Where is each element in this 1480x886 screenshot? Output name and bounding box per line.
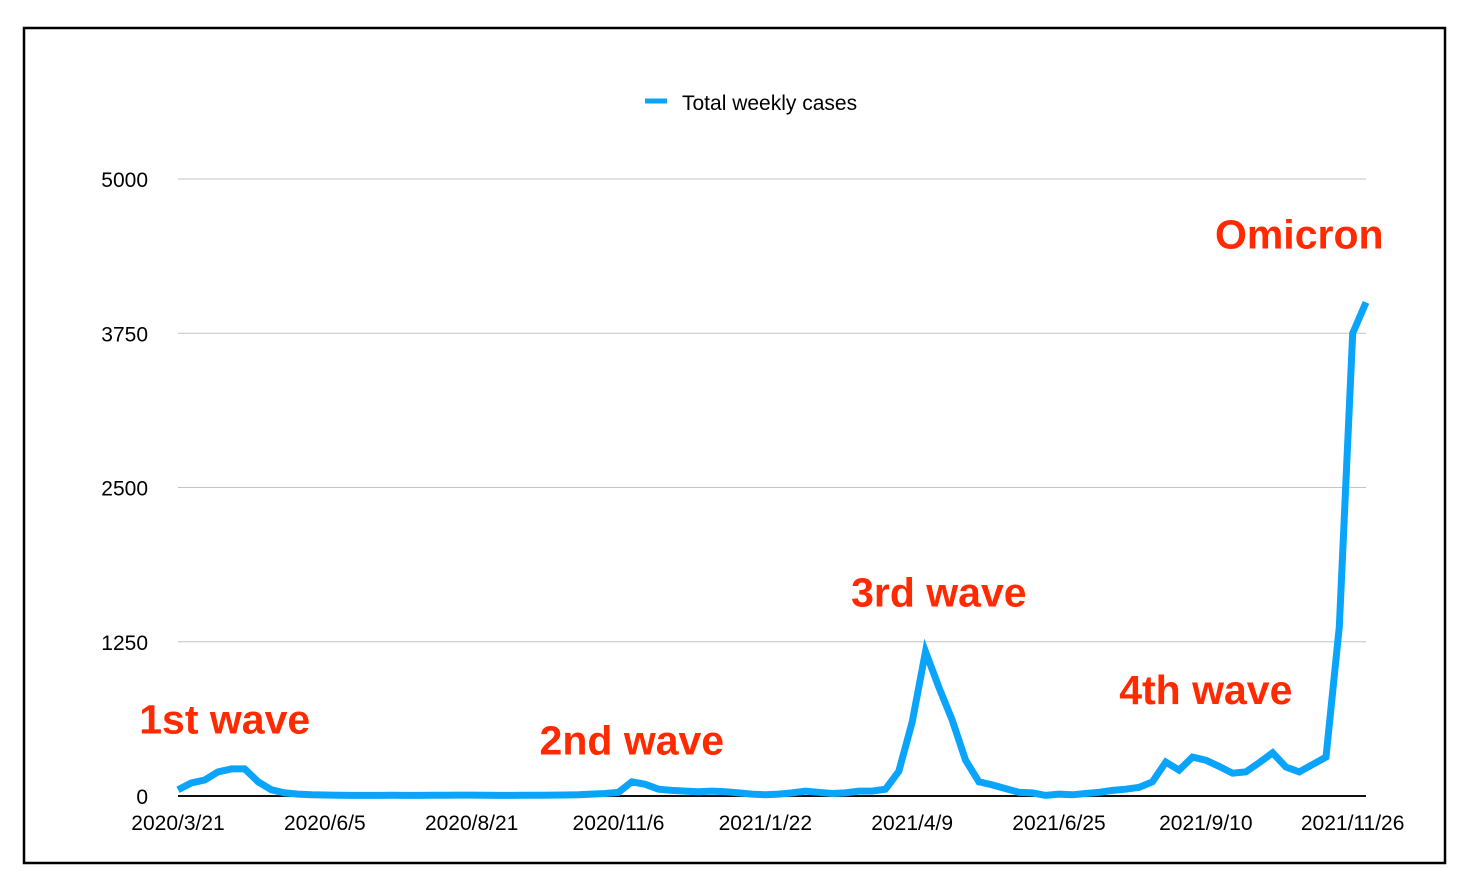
x-tick-label: 2021/6/25 xyxy=(1012,812,1105,835)
y-tick-label: 1250 xyxy=(101,632,148,655)
x-tick-label: 2020/11/6 xyxy=(573,812,665,835)
series-line-total-weekly-cases xyxy=(176,301,1370,799)
x-tick-label: 2021/4/9 xyxy=(871,812,953,835)
annotation-label: 4th wave xyxy=(1119,667,1292,713)
y-tick-label: 0 xyxy=(136,786,148,809)
y-tick-label: 3750 xyxy=(101,323,148,346)
legend-label: Total weekly cases xyxy=(682,92,857,115)
annotation-label: 1st wave xyxy=(139,696,310,742)
annotation-label: Omicron xyxy=(1215,212,1384,258)
x-tick-label: 2020/3/21 xyxy=(131,812,224,835)
x-tick-label: 2020/6/5 xyxy=(284,812,366,835)
chart-frame xyxy=(22,26,1447,865)
annotation-label: 3rd wave xyxy=(851,569,1027,615)
x-tick-label: 2021/1/22 xyxy=(719,812,812,835)
x-tick-label: 2020/8/21 xyxy=(425,812,518,835)
annotation-label: 2nd wave xyxy=(540,717,725,763)
y-tick-label: 2500 xyxy=(101,478,148,501)
y-tick-label: 5000 xyxy=(101,169,148,192)
legend: Total weekly cases xyxy=(645,92,857,115)
x-tick-label: 2021/11/26 xyxy=(1301,812,1405,835)
x-tick-label: 2021/9/10 xyxy=(1159,812,1252,835)
